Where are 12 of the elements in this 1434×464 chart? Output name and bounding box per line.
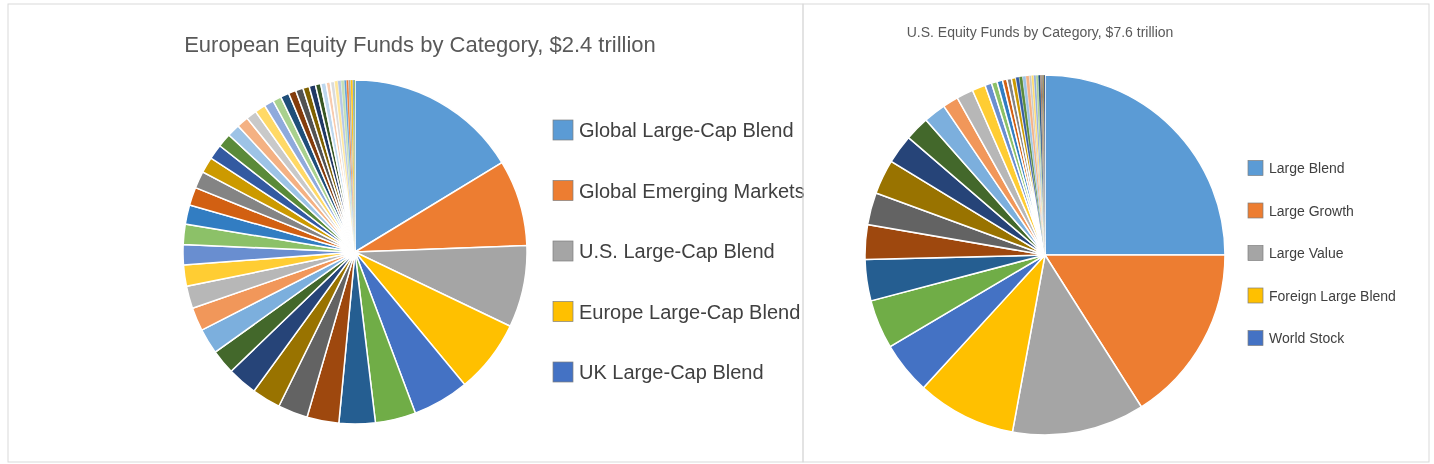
legend-label: U.S. Large-Cap Blend [579,240,775,262]
legend-label: Global Large-Cap Blend [579,119,794,141]
legend-label: Large Blend [1269,160,1345,176]
legend-label: Foreign Large Blend [1269,287,1396,304]
legend-label: Large Growth [1269,202,1354,219]
chart-title: U.S. Equity Funds by Category, $7.6 trillion [906,24,1174,40]
chart-title: European Equity Funds by Category, $2.4 trillion [184,32,656,57]
legend-label: Europe Large-Cap Blend [579,300,801,323]
legend-label: Global Emerging Markets [579,179,805,202]
legend-label: Large Value [1269,245,1344,261]
legend-label: World Stock [1269,330,1346,346]
legend-label: UK Large-Cap Blend [579,361,764,383]
